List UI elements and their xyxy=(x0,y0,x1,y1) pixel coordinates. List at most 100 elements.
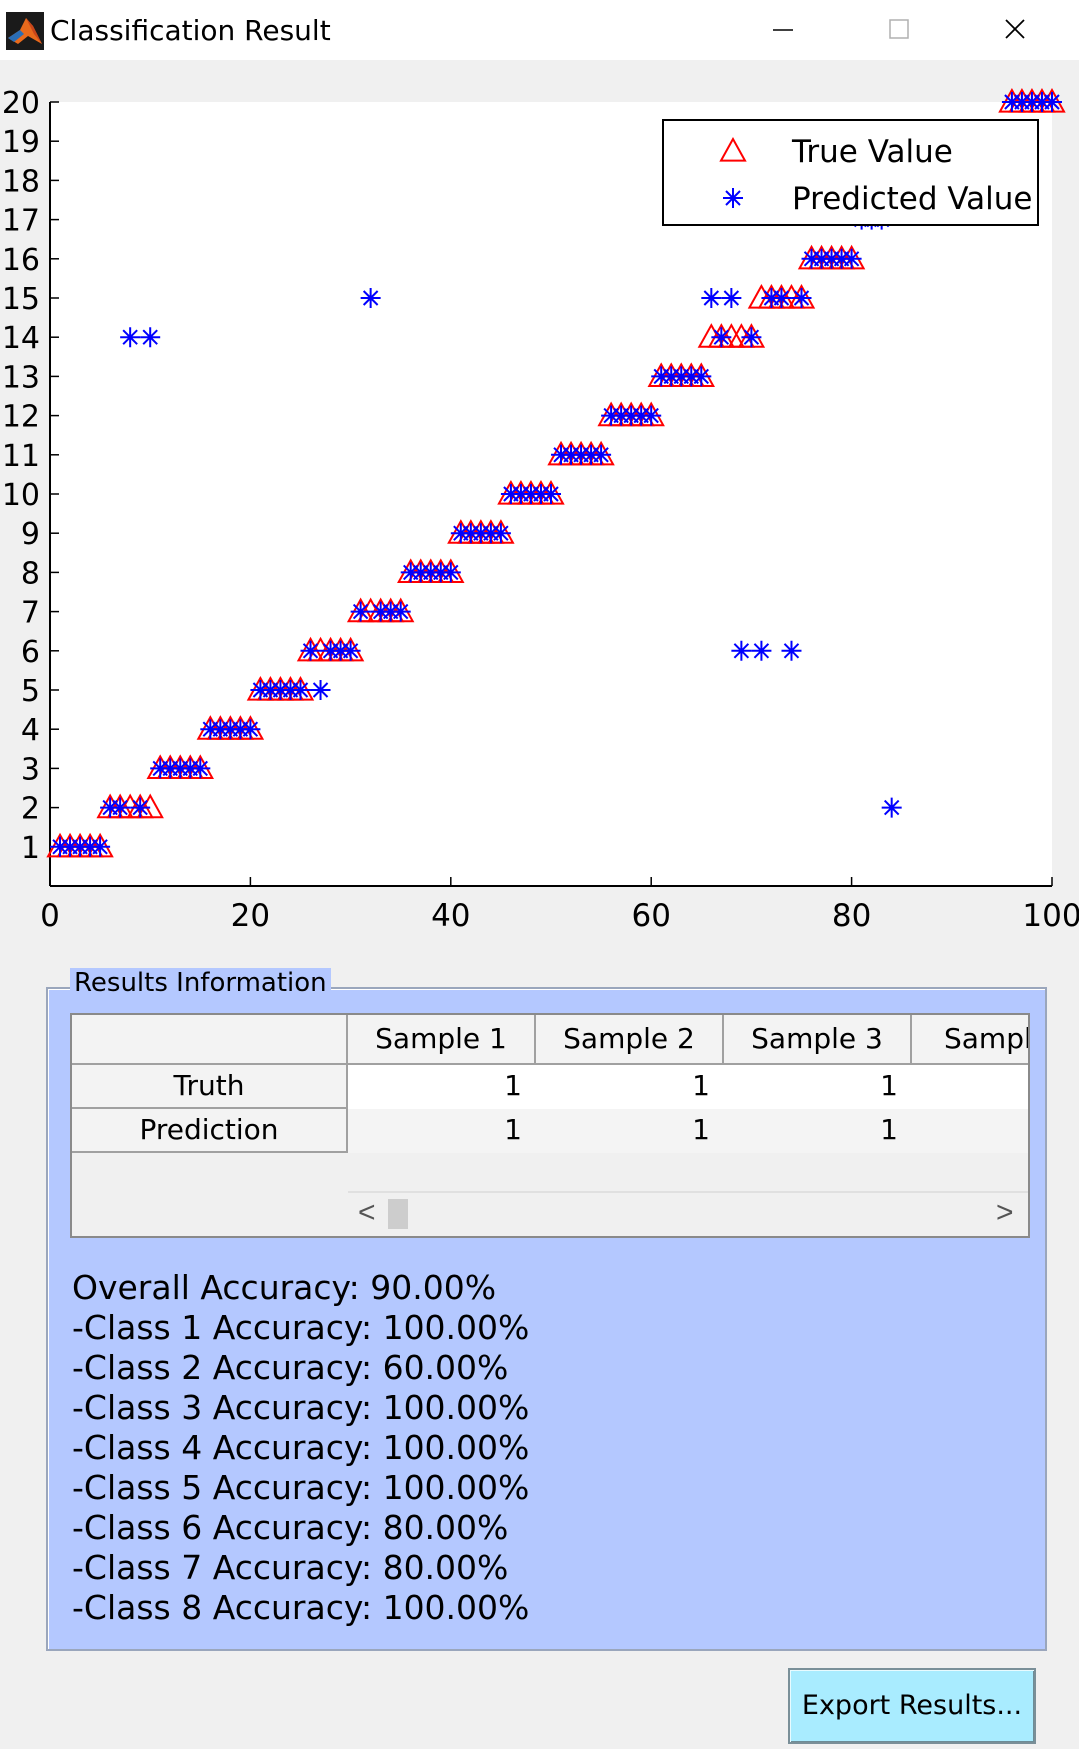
predicted-value-point xyxy=(450,523,471,544)
table-corner xyxy=(72,1015,348,1065)
maximize-icon xyxy=(889,19,909,39)
window-title: Classification Result xyxy=(50,14,331,47)
y-tick-label: 2 xyxy=(21,792,40,827)
predicted-value-point xyxy=(571,444,592,465)
maximize-button[interactable] xyxy=(843,0,953,60)
predicted-value-point xyxy=(541,484,561,504)
predicted-value-point xyxy=(290,680,311,700)
predicted-value-point xyxy=(551,444,572,465)
y-tick-label: 15 xyxy=(2,282,40,317)
predicted-value-point xyxy=(811,248,832,269)
predicted-value-point xyxy=(821,248,842,269)
stat-line: Overall Accuracy: 90.00% xyxy=(72,1268,497,1307)
y-tick-label: 20 xyxy=(2,86,40,121)
predicted-value-point xyxy=(430,562,451,583)
export-results-button[interactable]: Export Results... xyxy=(788,1668,1036,1744)
predicted-value-point xyxy=(500,484,521,504)
predicted-value-point xyxy=(150,758,171,779)
scrollbar-thumb[interactable] xyxy=(388,1199,408,1229)
predicted-value-point xyxy=(1042,92,1062,112)
table-cell[interactable]: 1 xyxy=(724,1065,912,1109)
stat-line: -Class 6 Accuracy: 80.00% xyxy=(72,1508,509,1547)
predicted-value-point xyxy=(270,680,291,700)
predicted-value-point xyxy=(460,523,481,544)
predicted-value-point xyxy=(420,562,441,583)
minimize-button[interactable] xyxy=(727,0,837,60)
predicted-value-point xyxy=(210,719,231,740)
close-button[interactable] xyxy=(960,0,1070,60)
predicted-value-point xyxy=(390,601,411,622)
predicted-value-point xyxy=(631,405,652,426)
predicted-value-point xyxy=(360,288,381,308)
scroll-left-icon[interactable]: < xyxy=(358,1196,376,1229)
predicted-value-point xyxy=(260,680,281,700)
table-cell[interactable]: 1 xyxy=(536,1065,724,1109)
predicted-value-point xyxy=(90,836,111,857)
y-tick-label: 1 xyxy=(21,831,40,866)
row-header[interactable]: Prediction xyxy=(72,1109,348,1153)
predicted-value-point xyxy=(110,797,131,818)
table-cell[interactable]: 1 xyxy=(348,1109,536,1153)
predicted-value-point xyxy=(611,405,632,426)
y-tick-label: 10 xyxy=(2,478,40,513)
legend: True Value Predicted Value xyxy=(662,119,1039,226)
legend-box xyxy=(662,119,1039,226)
predicted-value-point xyxy=(1031,92,1052,112)
predicted-value-point xyxy=(60,836,81,857)
predicted-value-point xyxy=(190,758,211,779)
predicted-value-point xyxy=(530,484,551,504)
column-header[interactable]: Sample 2 xyxy=(536,1015,724,1065)
column-header[interactable]: Sample 3 xyxy=(724,1015,912,1065)
row-header[interactable]: Truth xyxy=(72,1065,348,1109)
scroll-right-icon[interactable]: > xyxy=(996,1196,1014,1229)
predicted-value-point xyxy=(80,836,101,857)
predicted-value-point xyxy=(170,758,191,779)
predicted-value-point xyxy=(691,366,712,387)
predicted-value-point xyxy=(671,366,692,387)
predicted-value-point xyxy=(140,327,161,348)
predicted-value-point xyxy=(50,836,71,857)
predicted-value-point xyxy=(330,640,351,661)
table-cell[interactable] xyxy=(912,1109,1028,1153)
stat-line: -Class 4 Accuracy: 100.00% xyxy=(72,1428,530,1467)
column-header[interactable]: Sampl xyxy=(912,1015,1028,1065)
y-tick-label: 17 xyxy=(2,204,40,239)
predicted-value-point xyxy=(881,797,902,818)
x-tick-label: 20 xyxy=(231,898,270,934)
legend-true-value-icon xyxy=(719,136,747,162)
predicted-value-point xyxy=(1021,92,1042,112)
predicted-value-point xyxy=(591,444,612,465)
x-tick-label: 40 xyxy=(431,898,470,934)
predicted-value-point xyxy=(1001,92,1022,112)
column-header[interactable]: Sample 1 xyxy=(348,1015,536,1065)
matlab-logo-icon xyxy=(6,12,44,50)
predicted-value-point xyxy=(651,366,672,387)
horizontal-scrollbar[interactable]: < > xyxy=(348,1191,1028,1235)
predicted-value-series xyxy=(50,92,1062,857)
stat-line: -Class 3 Accuracy: 100.00% xyxy=(72,1388,530,1427)
close-icon xyxy=(1005,19,1025,39)
results-table: Sample 1 Sample 2 Sample 3 Sampl Truth 1… xyxy=(70,1013,1030,1238)
y-tick-label: 3 xyxy=(21,752,40,787)
x-tick-label: 0 xyxy=(40,898,60,934)
table-cell[interactable]: 1 xyxy=(536,1109,724,1153)
predicted-value-point xyxy=(350,601,371,622)
predicted-value-point xyxy=(621,405,642,426)
y-tick-label: 8 xyxy=(21,556,40,591)
predicted-value-point xyxy=(761,288,782,308)
table-cell[interactable] xyxy=(912,1065,1028,1109)
predicted-value-point xyxy=(470,523,491,544)
legend-predicted-value-icon xyxy=(723,188,743,208)
x-tick-label: 60 xyxy=(631,898,670,934)
y-tick-label: 7 xyxy=(21,596,40,631)
y-tick-label: 9 xyxy=(21,517,40,552)
predicted-value-point xyxy=(120,327,141,348)
table-cell[interactable]: 1 xyxy=(348,1065,536,1109)
title-bar: Classification Result xyxy=(0,0,1079,60)
table-cell[interactable]: 1 xyxy=(724,1109,912,1153)
y-tick-label: 16 xyxy=(2,243,40,278)
predicted-value-point xyxy=(300,640,321,661)
predicted-value-point xyxy=(410,562,431,583)
